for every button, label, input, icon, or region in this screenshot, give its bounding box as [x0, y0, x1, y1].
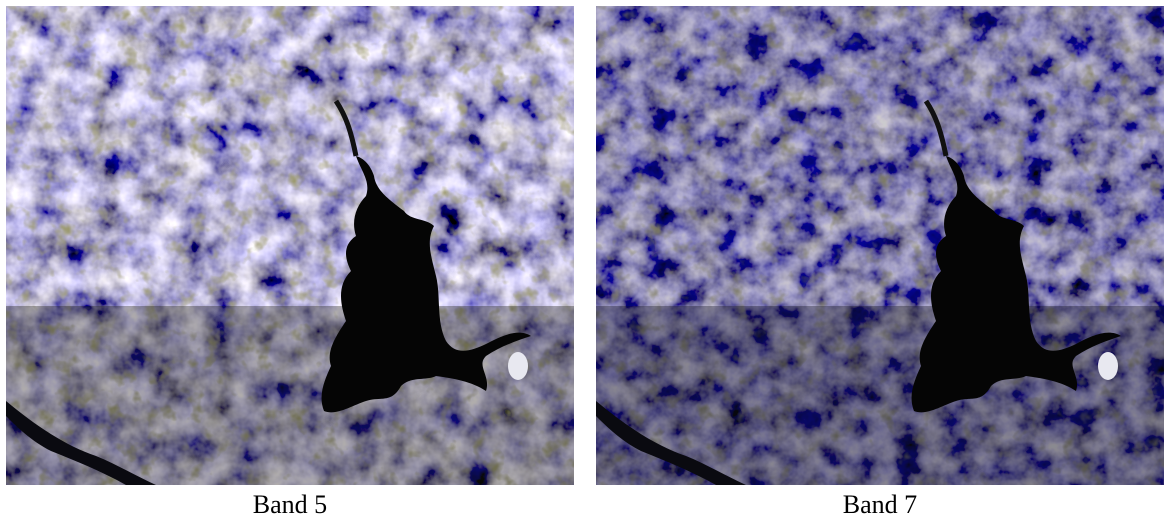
caption: Band 5	[253, 490, 327, 519]
caption: Band 7	[843, 490, 917, 519]
band-7-image	[596, 6, 1164, 485]
figure: Band 5 Band 7	[0, 0, 1164, 519]
band-5-image	[6, 6, 574, 485]
